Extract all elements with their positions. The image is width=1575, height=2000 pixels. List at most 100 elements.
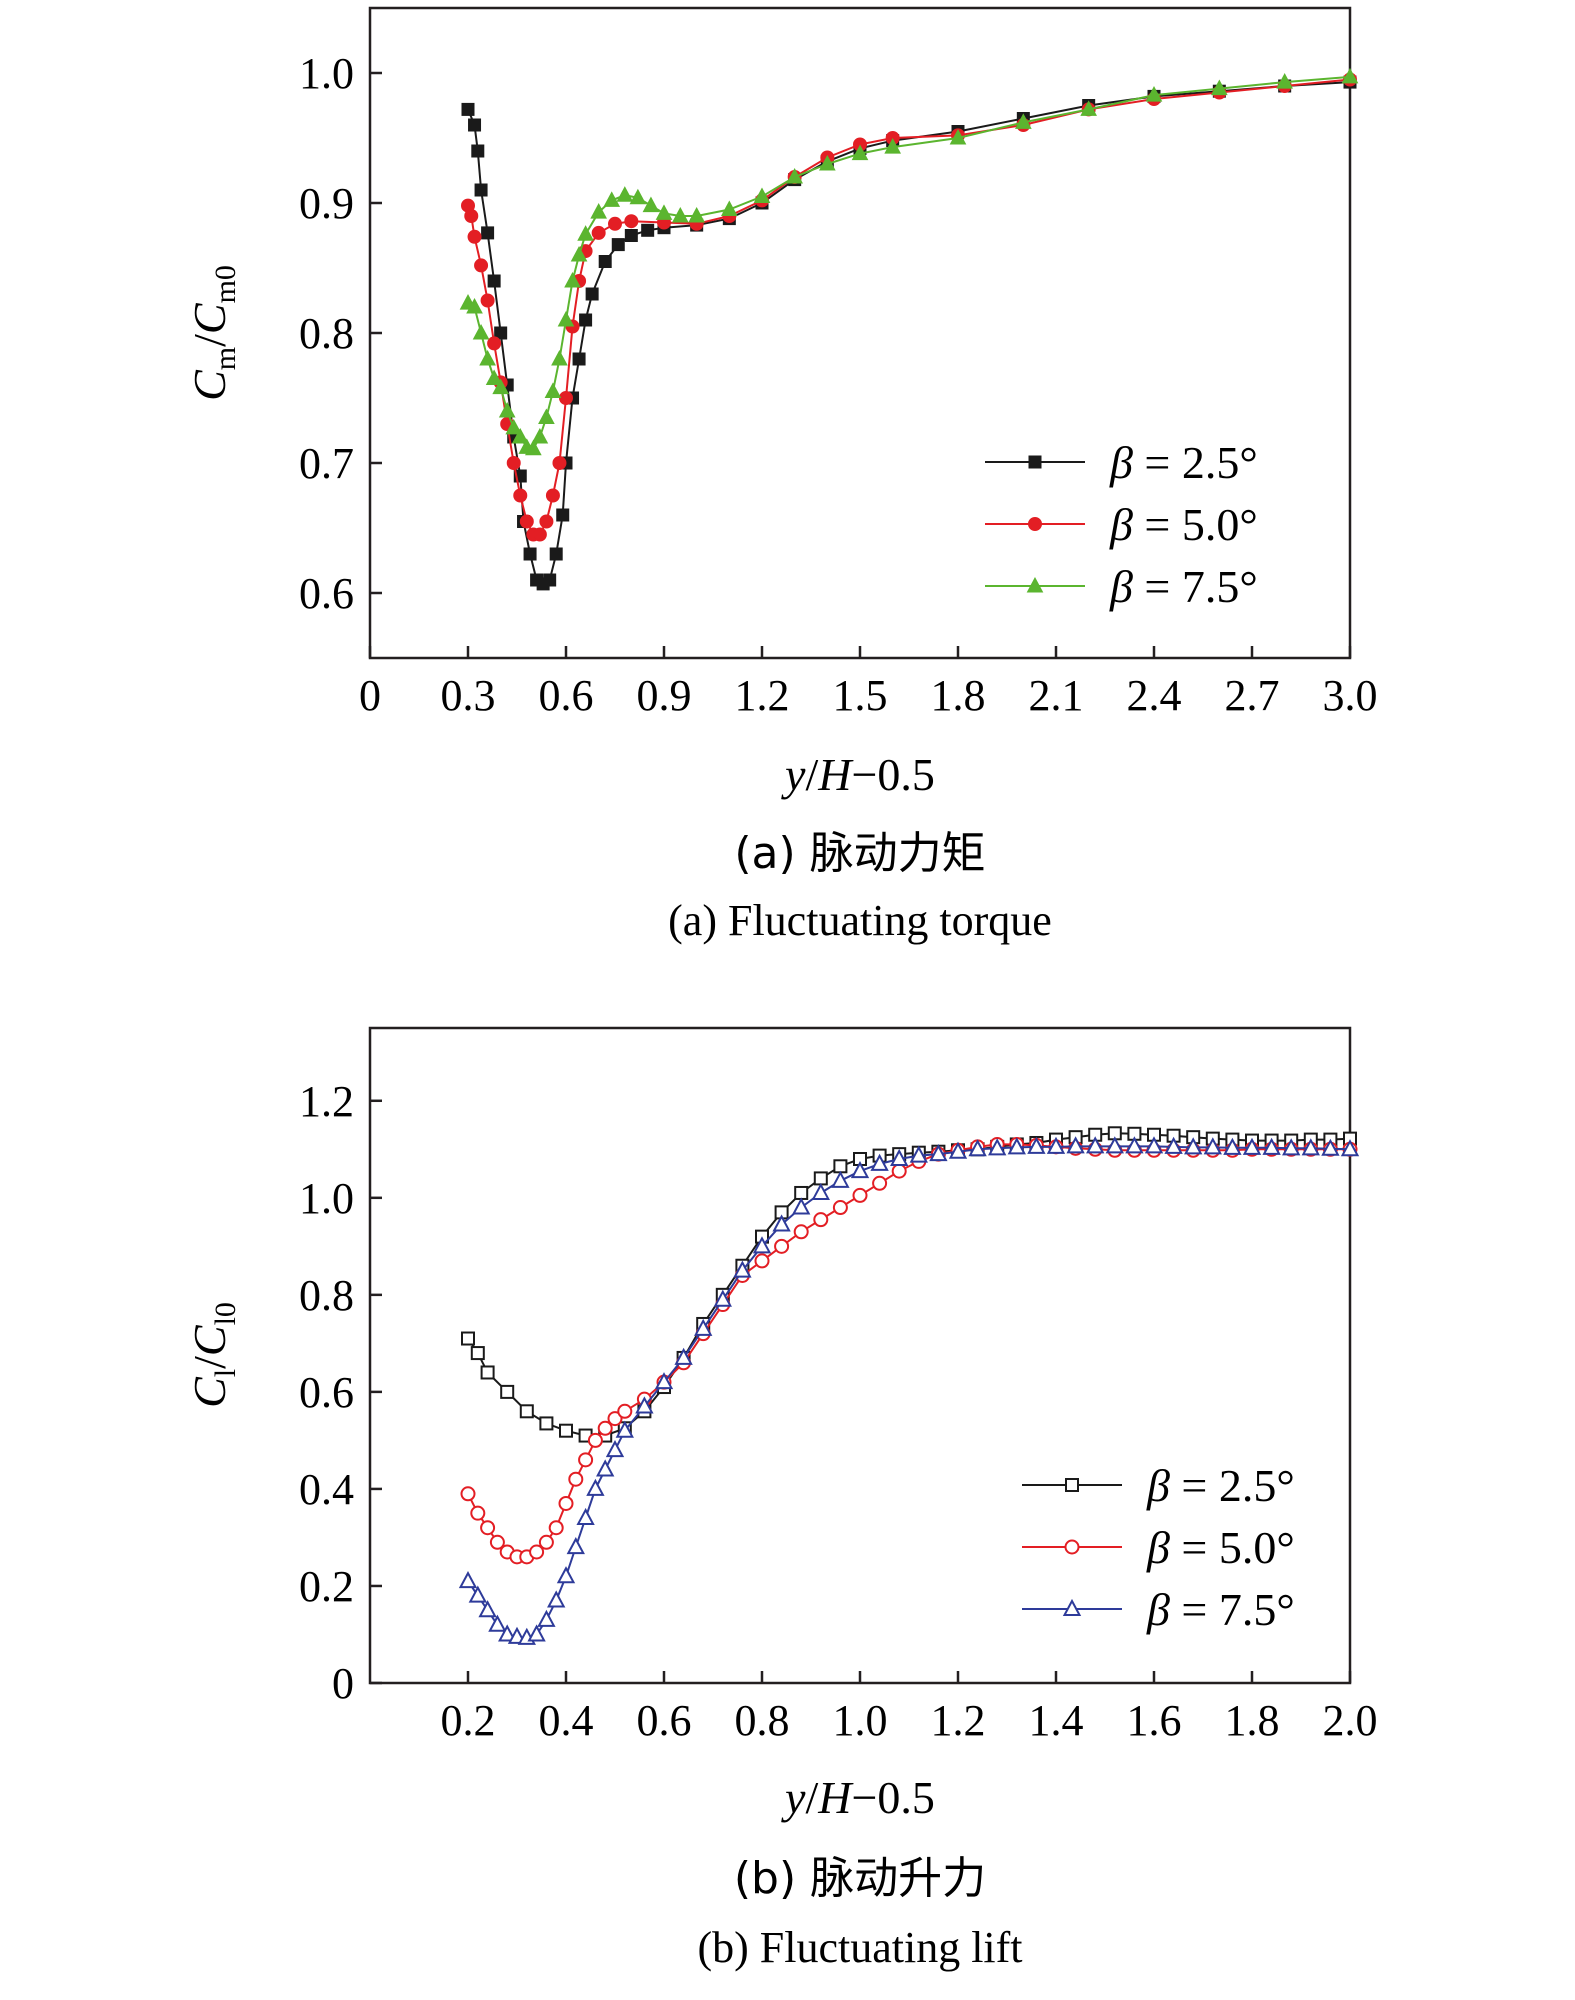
data-point	[611, 238, 625, 252]
panel-a-ylabel-sep: /	[184, 334, 235, 347]
data-point	[654, 1372, 674, 1390]
data-point	[480, 293, 495, 308]
x-tick-label: 2.1	[1029, 671, 1084, 720]
legend-entry: β = 7.5°	[1022, 1584, 1295, 1635]
data-point	[929, 1144, 948, 1162]
data-point	[1262, 1137, 1281, 1155]
data-point	[485, 369, 503, 385]
panel-a-ylabel-main-sub: m	[209, 347, 242, 370]
data-point	[549, 547, 563, 561]
data-point	[818, 154, 836, 171]
data-point	[470, 1505, 486, 1521]
data-point	[532, 527, 547, 542]
panel-a-series	[459, 67, 1359, 591]
data-point	[624, 214, 639, 229]
legend-entry: β = 2.5°	[985, 437, 1258, 488]
data-point	[733, 1260, 752, 1278]
x-tick-label: 1.8	[1225, 1696, 1280, 1745]
data-point	[568, 1471, 584, 1487]
data-point	[492, 378, 510, 395]
panel-a-ylabel-denom: C	[184, 302, 235, 334]
data-point	[458, 1570, 478, 1589]
data-point	[464, 209, 479, 223]
data-point	[1184, 1137, 1203, 1155]
data-point	[587, 1432, 603, 1448]
y-tick-label: 0	[332, 1659, 354, 1708]
data-point	[694, 1318, 713, 1336]
data-point	[552, 456, 567, 470]
data-point	[487, 274, 501, 288]
legend-entry: β = 2.5°	[1022, 1460, 1295, 1511]
panel-b-y-axis: 0 0.2 0.4 0.6 0.8 1.0 1.2	[299, 1077, 382, 1708]
data-point	[558, 1495, 574, 1511]
panel-a-ylabel-main: C	[184, 369, 235, 401]
data-point	[813, 1171, 828, 1186]
x-tick-label: 1.2	[931, 1696, 986, 1745]
data-point	[1066, 1136, 1085, 1154]
x-tick-label: 0.3	[441, 671, 496, 720]
panel-b-ylabel-main-sub: l	[209, 1369, 242, 1377]
data-point	[688, 206, 706, 223]
data-point	[1301, 1138, 1320, 1156]
y-tick-label: 0.8	[299, 309, 354, 358]
data-point	[596, 1459, 615, 1477]
data-point	[529, 1544, 545, 1560]
panel-b-xlabel-y: y	[781, 1772, 806, 1823]
x-tick-label: 2.0	[1323, 1696, 1378, 1745]
data-point	[474, 258, 489, 273]
panel-b-xlabel-rest: −0.5	[851, 1772, 934, 1823]
data-point	[537, 1609, 556, 1627]
data-point	[585, 287, 599, 301]
data-point	[539, 1416, 554, 1431]
x-tick-label: 2.4	[1127, 671, 1182, 720]
legend-marker	[1065, 1478, 1079, 1492]
data-point	[605, 1439, 625, 1458]
data-point	[811, 1182, 830, 1200]
data-point	[598, 255, 612, 268]
data-point	[559, 1423, 573, 1438]
data-point	[1086, 1136, 1105, 1154]
data-point	[576, 1507, 595, 1526]
data-point	[468, 118, 482, 132]
data-point	[617, 1403, 633, 1419]
data-point	[909, 1145, 928, 1163]
x-tick-label: 1.5	[833, 671, 888, 720]
panel-b-ylabel-sep: /	[184, 1356, 235, 1369]
legend-value: = 2.5°	[1133, 437, 1258, 488]
data-point	[578, 1452, 594, 1468]
data-point	[538, 1534, 554, 1550]
data-point	[1046, 1136, 1066, 1154]
data-point	[551, 349, 568, 366]
data-point	[1282, 1138, 1301, 1156]
data-point	[524, 439, 542, 456]
data-point	[527, 1624, 546, 1642]
panel-a-torque-chart: 0 0.3 0.6 0.9 1.2 1.5 1.8 2.1 2.4 2.7 3.0 0.60.70.…	[184, 6, 1378, 945]
data-point	[471, 144, 485, 158]
panel-b-xlabel-h: H	[817, 1772, 854, 1823]
data-point	[1144, 1136, 1164, 1154]
data-point	[481, 226, 495, 240]
y-tick-label: 0.6	[299, 1368, 354, 1417]
data-point	[531, 427, 549, 444]
data-point	[1125, 1136, 1144, 1154]
data-point	[1164, 1136, 1183, 1154]
legend-label: β = 7.5°	[1146, 1584, 1295, 1635]
data-point	[478, 1600, 497, 1618]
data-point	[607, 1411, 623, 1427]
legend-value: = 7.5°	[1170, 1584, 1295, 1635]
data-point	[720, 200, 738, 216]
data-point	[538, 408, 555, 424]
data-point	[511, 427, 529, 444]
y-tick-label: 0.7	[299, 439, 354, 488]
panel-a-xlabel-rest: −0.5	[851, 749, 934, 800]
data-point	[793, 1224, 809, 1240]
data-point	[655, 204, 673, 220]
legend-entry: β = 5.0°	[1022, 1522, 1295, 1573]
y-tick-label: 1.0	[299, 49, 354, 98]
panel-a-ylabel-denom-sub: m0	[209, 265, 242, 303]
data-point	[577, 225, 594, 241]
data-point	[472, 323, 490, 340]
panel-a-y-axis-label: Cm/Cm0	[184, 265, 242, 401]
data-point	[545, 488, 560, 503]
